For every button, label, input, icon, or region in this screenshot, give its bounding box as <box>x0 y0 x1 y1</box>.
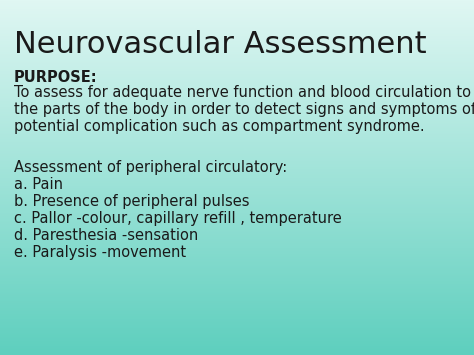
Text: e. Paralysis -movement: e. Paralysis -movement <box>14 245 186 260</box>
Text: d. Paresthesia -sensation: d. Paresthesia -sensation <box>14 228 198 243</box>
Text: potential complication such as compartment syndrome.: potential complication such as compartme… <box>14 119 425 134</box>
Text: PURPOSE:: PURPOSE: <box>14 70 98 85</box>
Text: Assessment of peripheral circulatory:: Assessment of peripheral circulatory: <box>14 160 287 175</box>
Text: c. Pallor -colour, capillary refill , temperature: c. Pallor -colour, capillary refill , te… <box>14 211 342 226</box>
Text: a. Pain: a. Pain <box>14 177 63 192</box>
Text: To assess for adequate nerve function and blood circulation to: To assess for adequate nerve function an… <box>14 85 471 100</box>
Text: the parts of the body in order to detect signs and symptoms of: the parts of the body in order to detect… <box>14 102 474 117</box>
Text: Neurovascular Assessment: Neurovascular Assessment <box>14 30 427 59</box>
Text: b. Presence of peripheral pulses: b. Presence of peripheral pulses <box>14 194 249 209</box>
